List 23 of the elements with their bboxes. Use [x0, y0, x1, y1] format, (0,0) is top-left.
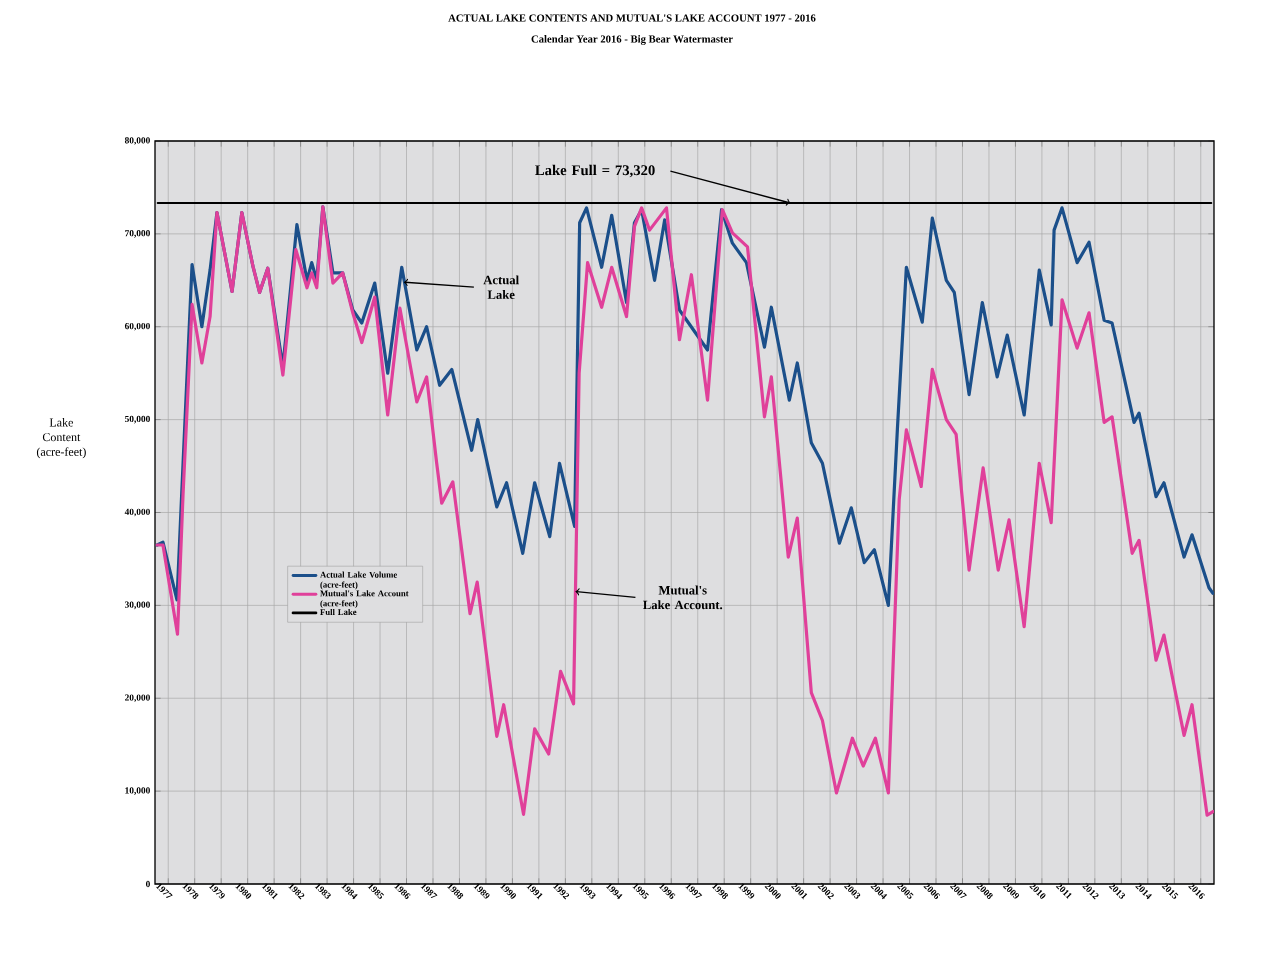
x-tick-label: 1987 — [420, 883, 438, 898]
y-axis-title: Lake Content (acre-feet) — [36, 418, 86, 459]
y-tick-label: 20,000 — [125, 694, 150, 703]
chart-title: ACTUAL LAKE CONTENTS AND MUTUAL'S LAKE ACCOUNT 1977 - 2016 — [448, 14, 816, 22]
y-tick-label: 40,000 — [124, 508, 150, 517]
y-tick-label: 80,000 — [124, 137, 150, 145]
chart-subtitle: Calendar Year 2016 - Big Bear Watermaster — [531, 35, 733, 45]
legend-label: Mutual's Lake Account (acre-feet) — [320, 590, 409, 609]
y-tick-label: 50,000 — [125, 415, 150, 424]
x-tick-label: 1997 — [685, 883, 703, 898]
y-tick-label: 60,000 — [124, 322, 150, 331]
y-tick-label: 10,000 — [125, 787, 150, 795]
y-tick-label: 70,000 — [125, 230, 150, 238]
x-tick-label: 1977 — [155, 883, 173, 898]
legend-label: Actual Lake Volume (acre-feet) — [320, 571, 397, 590]
line-series — [155, 205, 1214, 817]
legend-label: Full Lake — [320, 608, 357, 616]
x-tick-label: 2007 — [949, 882, 967, 898]
annotation: Lake Full = 73,320 — [535, 164, 655, 178]
y-tick-label: 30,000 — [124, 601, 150, 610]
y-tick-label: 0 — [145, 880, 150, 888]
annotation: Mutual's Lake Account. — [643, 585, 723, 610]
annotation: Actual Lake — [483, 275, 519, 299]
